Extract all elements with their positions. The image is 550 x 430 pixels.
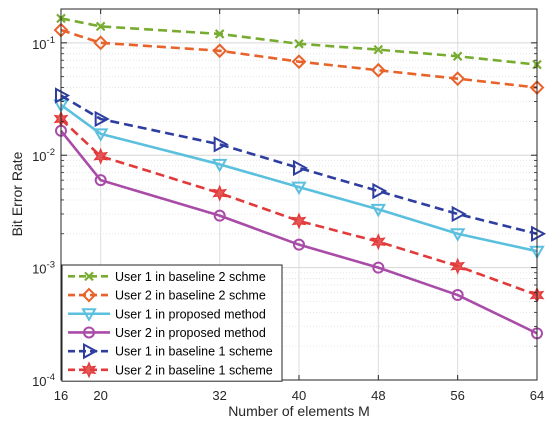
data-point	[212, 43, 228, 59]
x-tick-label: 20	[93, 388, 107, 403]
x-tick-label: 40	[292, 388, 306, 403]
x-axis-label: Number of elements M	[228, 403, 370, 419]
series-line	[60, 103, 538, 253]
y-tick-label: 10-1	[32, 35, 55, 52]
x-tick-label: 16	[54, 388, 68, 403]
legend-marker	[81, 361, 97, 379]
data-point	[451, 289, 464, 302]
legend-label: User 1 in baseline 2 schme	[115, 270, 266, 284]
data-point	[450, 257, 466, 275]
y-axis-label: Bit Error Rate	[9, 151, 25, 236]
data-point	[373, 44, 384, 55]
data-point	[294, 39, 304, 49]
series-line	[60, 28, 538, 89]
series-layer	[53, 13, 547, 340]
legend-label: User 2 in baseline 1 scheme	[115, 363, 273, 377]
data-point	[213, 136, 229, 153]
legend-item: User 2 in baseline 1 scheme	[68, 361, 273, 379]
series-4	[55, 124, 543, 340]
data-point	[452, 51, 463, 62]
data-point	[55, 87, 71, 104]
legend-marker	[81, 287, 97, 303]
data-point	[372, 182, 388, 200]
data-point	[291, 54, 307, 70]
data-point	[94, 174, 107, 187]
legend-item: User 1 in proposed method	[68, 307, 266, 322]
legend-marker	[83, 326, 95, 339]
y-tick-label: 10-2	[32, 147, 55, 164]
data-point	[293, 159, 309, 177]
legend-label: User 1 in baseline 1 scheme	[115, 345, 273, 359]
data-point	[450, 71, 466, 87]
legend-label: User 2 in baseline 2 schme	[115, 289, 266, 303]
data-point	[211, 158, 228, 173]
x-tick-label: 56	[450, 388, 464, 403]
legend-label: User 1 in proposed method	[115, 307, 266, 321]
legend-item: User 1 in baseline 2 schme	[68, 270, 266, 284]
data-point	[291, 181, 307, 196]
data-point	[212, 184, 228, 202]
legend-box	[61, 264, 283, 382]
data-point	[92, 128, 109, 142]
x-tick-label: 64	[530, 388, 544, 403]
data-point	[449, 228, 466, 242]
series-line	[60, 94, 538, 236]
legend-item: User 1 in baseline 1 scheme	[68, 342, 273, 360]
data-point	[291, 212, 307, 230]
legend-label: User 2 in proposed method	[115, 326, 266, 340]
legend-marker	[81, 308, 97, 322]
data-point	[214, 29, 225, 39]
data-point	[370, 233, 386, 251]
data-point	[370, 62, 386, 78]
x-tick-label: 32	[212, 388, 226, 403]
y-tick-label: 10-4	[32, 372, 55, 389]
data-point	[95, 21, 106, 32]
series-line	[59, 129, 538, 335]
data-point	[213, 209, 226, 222]
data-point	[370, 203, 387, 218]
data-point	[93, 147, 109, 165]
legend-marker	[84, 271, 94, 282]
data-point	[93, 35, 109, 51]
x-tick-label: 48	[371, 388, 385, 403]
data-point	[451, 205, 467, 223]
data-point	[531, 225, 547, 242]
series-5	[55, 87, 547, 242]
data-point	[293, 238, 305, 251]
y-tick-label: 10-3	[32, 260, 55, 277]
legend-item: User 2 in baseline 2 schme	[68, 287, 266, 303]
data-point	[372, 261, 385, 274]
legend: User 1 in baseline 2 schme User 2 in base…	[61, 264, 283, 382]
data-point	[94, 110, 110, 128]
legend-marker	[83, 342, 99, 360]
legend-item: User 2 in proposed method	[68, 326, 266, 340]
